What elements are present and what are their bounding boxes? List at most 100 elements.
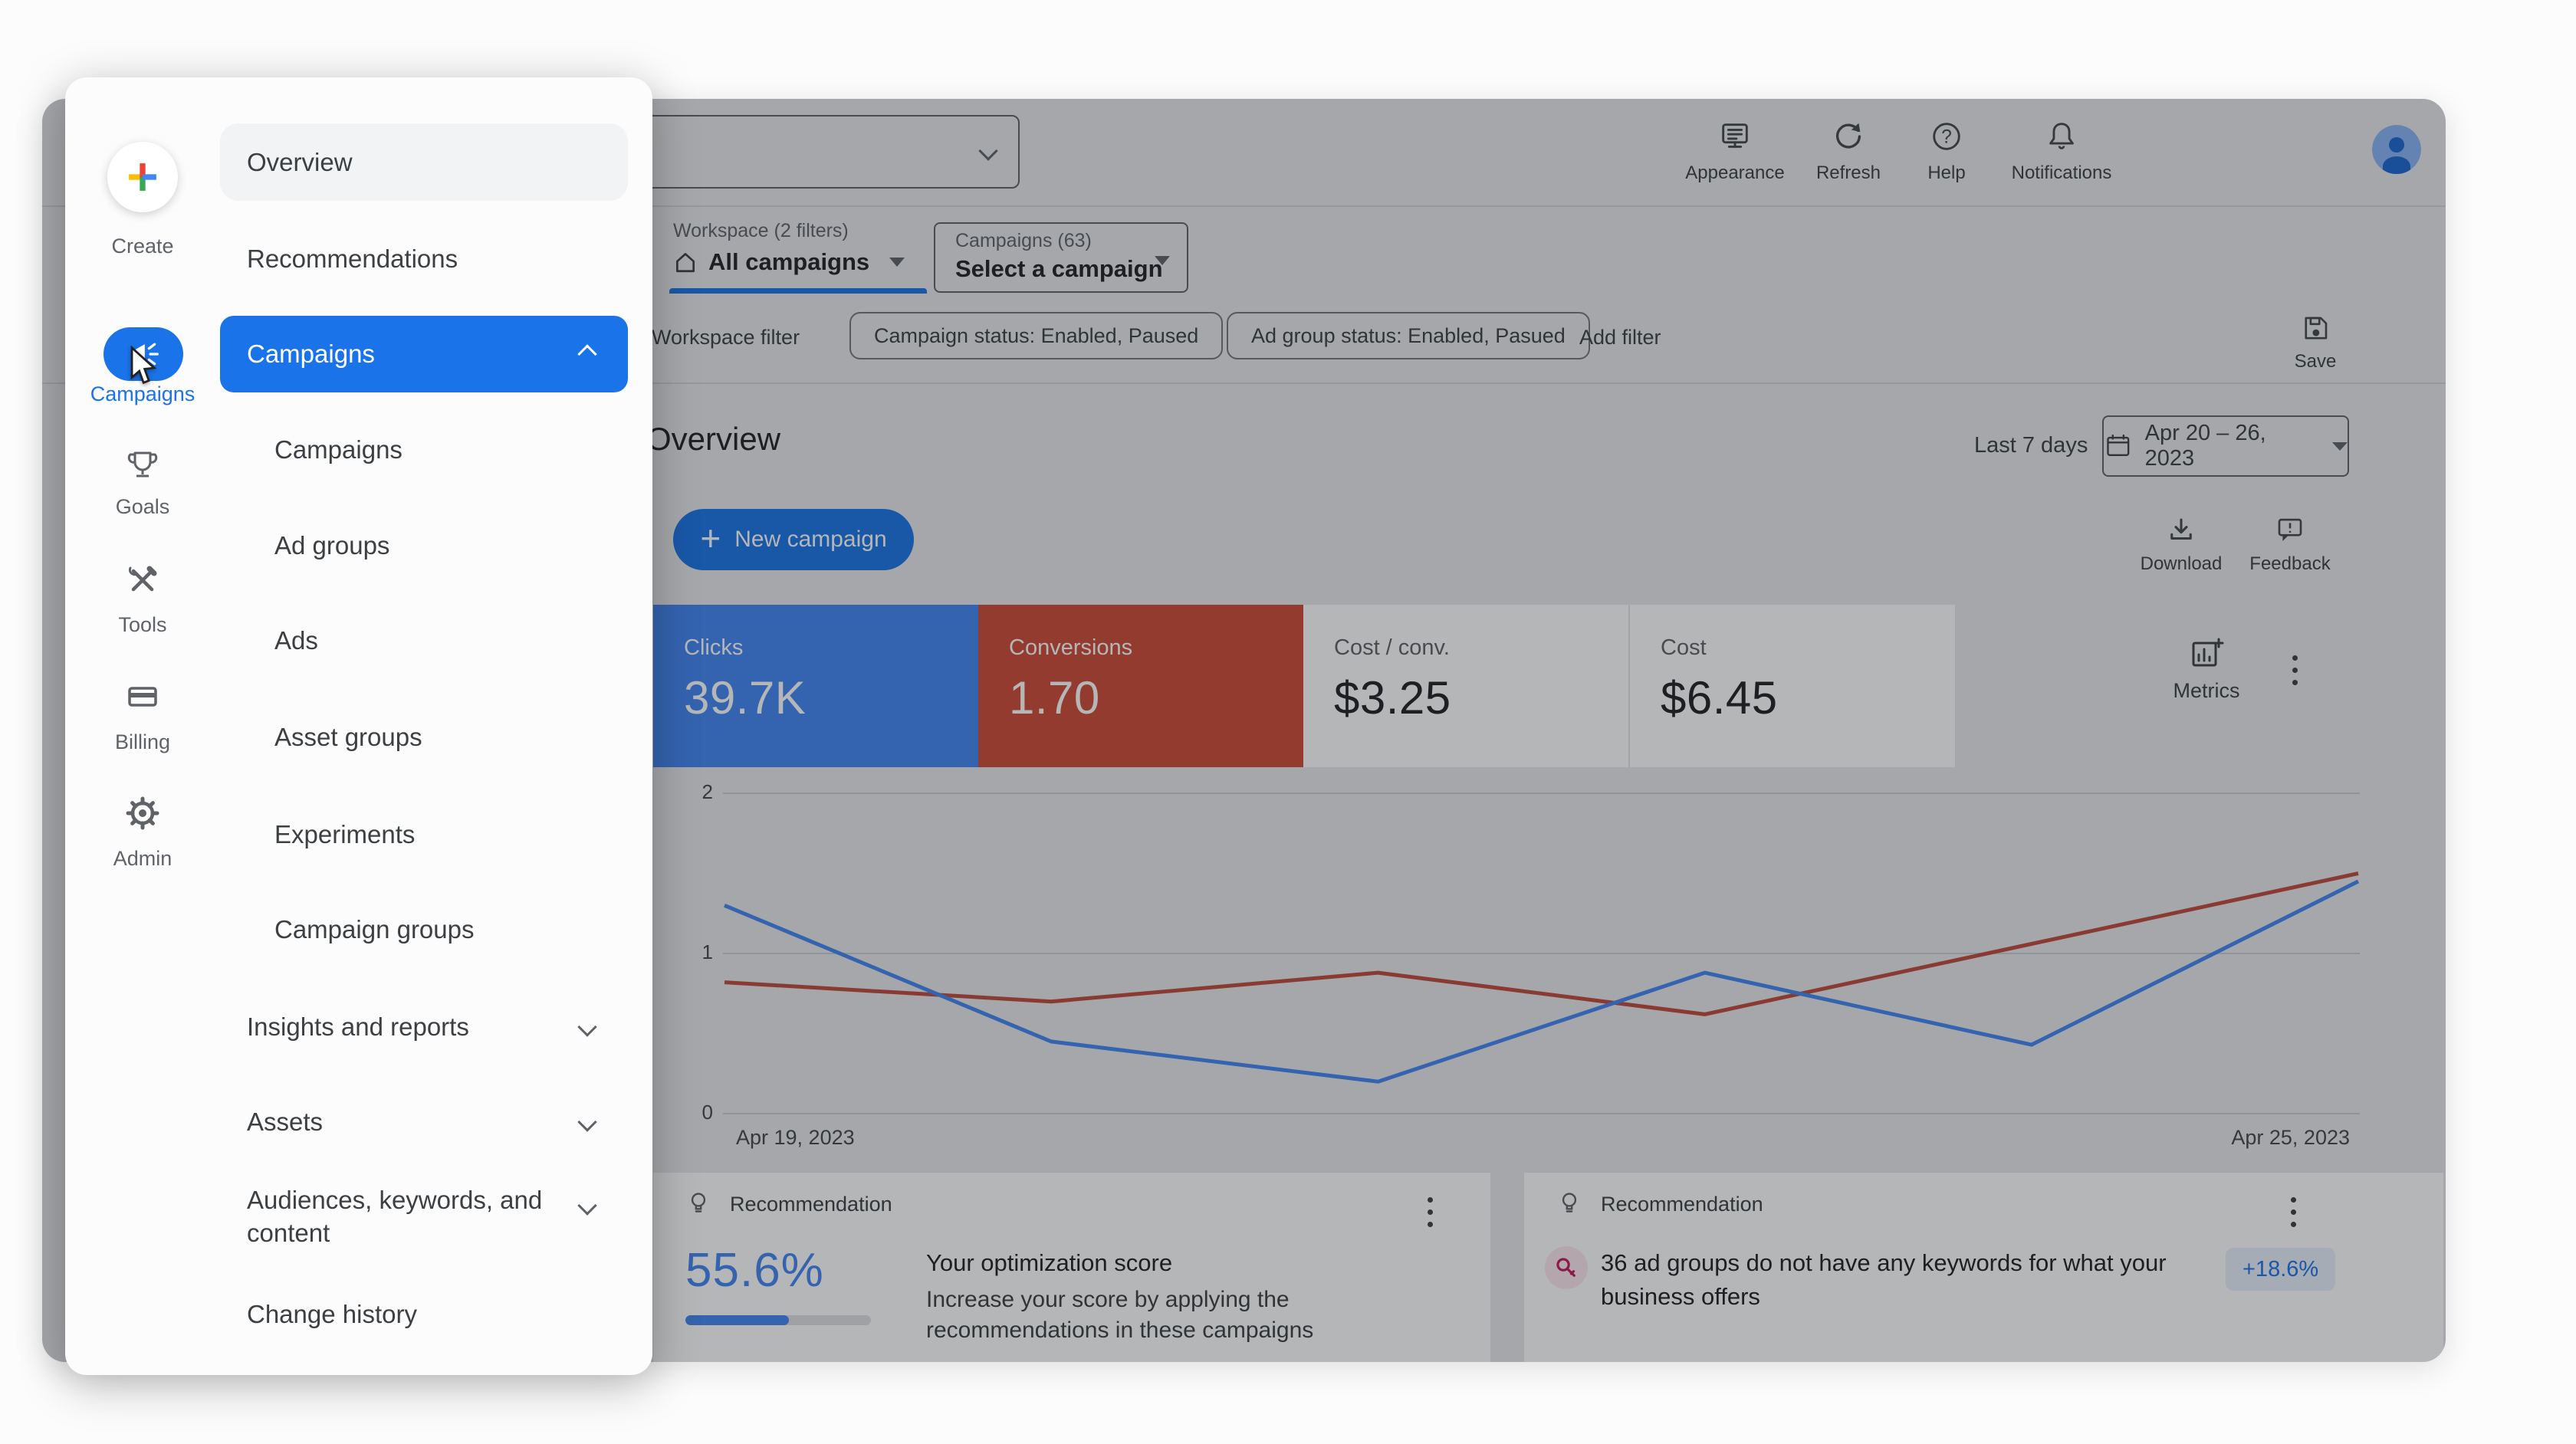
- create-button[interactable]: [107, 142, 178, 212]
- menu-item-label: Asset groups: [274, 723, 422, 751]
- metric-value: $3.25: [1334, 672, 1451, 724]
- chevron-down-icon: [577, 1017, 597, 1037]
- chevron-up-icon: [577, 344, 597, 364]
- ad-group-status-chip[interactable]: Ad group status: Enabled, Pasued: [1227, 312, 1590, 359]
- menu-subitem-campaign-groups[interactable]: Campaign groups: [220, 901, 628, 959]
- recommendation-title: Your optimization score: [926, 1249, 1173, 1276]
- menu-item-label: Overview: [247, 147, 353, 176]
- plus-icon: +: [700, 518, 721, 558]
- caret-down-icon: [1155, 256, 1170, 265]
- menu-item-label: Assets: [247, 1108, 324, 1136]
- new-campaign-button[interactable]: + New campaign: [673, 509, 914, 570]
- home-icon: [676, 253, 695, 273]
- optimization-progress-fill: [685, 1315, 789, 1325]
- metrics-button[interactable]: Metrics: [2149, 635, 2264, 703]
- save-icon: [2305, 317, 2328, 340]
- menu-item-campaigns-selected[interactable]: Campaigns: [220, 316, 628, 392]
- date-range-button[interactable]: Apr 20 – 26, 2023: [2102, 415, 2349, 477]
- trophy-icon[interactable]: [124, 447, 161, 484]
- metric-card-clicks[interactable]: Clicks 39.7K: [653, 605, 978, 767]
- campaign-status-chip[interactable]: Campaign status: Enabled, Paused: [849, 312, 1224, 359]
- clicks-line-series: [724, 879, 2360, 1084]
- feedback-button[interactable]: Feedback: [2240, 514, 2340, 575]
- metric-label: Clicks: [684, 635, 744, 660]
- optimization-score: 55.6%: [685, 1244, 824, 1297]
- recommendation-header: Recommendation: [730, 1192, 892, 1216]
- chevron-down-icon: [577, 1196, 597, 1216]
- recommendation-text: 36 ad groups do not have any keywords fo…: [1601, 1249, 2167, 1310]
- rail-label-tools: Tools: [118, 613, 167, 636]
- menu-subitem-ad-groups[interactable]: Ad groups: [220, 517, 628, 575]
- workspace-filter-label[interactable]: Workspace filter: [652, 326, 800, 349]
- card-more-menu[interactable]: [1428, 1197, 1433, 1227]
- menu-section-audiences-keywords-content[interactable]: Audiences, keywords, and content: [220, 1173, 628, 1265]
- gear-icon[interactable]: [124, 795, 161, 832]
- recommendation-card-optimization[interactable]: Recommendation 55.6% Your optimization s…: [653, 1173, 1490, 1362]
- help-icon: ?: [1933, 123, 1960, 150]
- chevron-down-icon: [577, 1112, 597, 1132]
- metric-label: Conversions: [1009, 635, 1133, 660]
- add-filter-button[interactable]: Add filter: [1579, 326, 1661, 349]
- caret-down-icon: [889, 258, 905, 267]
- metrics-chart-icon: [2192, 638, 2224, 667]
- metric-value: 1.70: [1009, 672, 1100, 724]
- save-label: Save: [2294, 351, 2337, 372]
- rail-label-goals: Goals: [115, 495, 170, 518]
- workspace-selector-underline: [669, 288, 927, 294]
- help-button[interactable]: ? Help: [1889, 119, 2004, 184]
- metric-card-cost-per-conv[interactable]: Cost / conv. $3.25: [1303, 605, 1628, 767]
- recommendation-body: Increase your score by applying the reco…: [926, 1287, 1314, 1343]
- menu-item-label: Audiences, keywords, and content: [247, 1186, 543, 1247]
- caret-down-icon: [2332, 441, 2348, 451]
- overview-more-menu[interactable]: [2292, 655, 2298, 685]
- card-icon[interactable]: [124, 678, 161, 715]
- cursor-icon: [130, 346, 157, 385]
- menu-item-overview[interactable]: Overview: [220, 123, 628, 201]
- conversions-line-series: [724, 871, 2359, 1016]
- menu-subitem-campaigns[interactable]: Campaigns: [220, 421, 628, 479]
- tools-icon[interactable]: [124, 562, 161, 599]
- workspace-selector[interactable]: Workspace (2 filters) All campaigns: [673, 220, 905, 276]
- menu-subitem-ads[interactable]: Ads: [220, 612, 628, 670]
- metric-label: Cost / conv.: [1334, 635, 1450, 660]
- feedback-icon: [2278, 518, 2302, 541]
- feedback-label: Feedback: [2249, 553, 2331, 574]
- menu-item-label: Campaigns: [274, 435, 402, 464]
- card-more-menu[interactable]: [2291, 1197, 2296, 1227]
- campaign-selector-value: Select a campaign: [955, 255, 1163, 282]
- y-tick-1: 1: [702, 940, 713, 963]
- menu-section-insights-reports[interactable]: Insights and reports: [220, 998, 628, 1056]
- menu-item-recommendations[interactable]: Recommendations: [220, 230, 628, 288]
- y-tick-2: 2: [702, 780, 713, 803]
- campaign-selector-label: Campaigns (63): [955, 230, 1092, 251]
- save-button[interactable]: Save: [2266, 312, 2365, 372]
- appearance-button[interactable]: Appearance: [1677, 119, 1792, 184]
- rail-label-admin: Admin: [113, 847, 172, 870]
- create-label: Create: [111, 235, 174, 258]
- notifications-button[interactable]: Notifications: [2004, 119, 2119, 184]
- avatar[interactable]: [2372, 125, 2421, 174]
- calendar-icon: [2107, 435, 2130, 456]
- menu-item-label: Recommendations: [247, 244, 458, 273]
- lightbulb-icon: [1562, 1193, 1577, 1213]
- menu-item-label: Insights and reports: [247, 1012, 469, 1041]
- notifications-icon: [2049, 123, 2074, 149]
- rail-label-campaigns: Campaigns: [90, 382, 196, 405]
- svg-text:?: ?: [1941, 126, 1952, 148]
- menu-subitem-asset-groups[interactable]: Asset groups: [220, 708, 628, 766]
- keyword-search-icon-bg: [1545, 1246, 1588, 1289]
- metric-card-conversions[interactable]: Conversions 1.70: [978, 605, 1303, 767]
- metrics-label: Metrics: [2173, 679, 2240, 702]
- menu-item-change-history[interactable]: Change history: [220, 1285, 628, 1344]
- menu-section-assets[interactable]: Assets: [220, 1093, 628, 1151]
- metric-label: Cost: [1661, 635, 1707, 660]
- refresh-button[interactable]: Refresh: [1791, 119, 1906, 184]
- x-label-end: Apr 25, 2023: [2231, 1126, 2350, 1149]
- download-label: Download: [2140, 553, 2223, 574]
- download-button[interactable]: Download: [2131, 514, 2231, 575]
- menu-subitem-experiments[interactable]: Experiments: [220, 806, 628, 864]
- campaign-selector[interactable]: Campaigns (63) Select a campaign: [934, 222, 1188, 293]
- recommendation-card-keywords[interactable]: Recommendation 36 ad groups do not have …: [1524, 1173, 2443, 1362]
- refresh-icon: [1835, 123, 1861, 149]
- metric-card-cost[interactable]: Cost $6.45: [1628, 605, 1955, 767]
